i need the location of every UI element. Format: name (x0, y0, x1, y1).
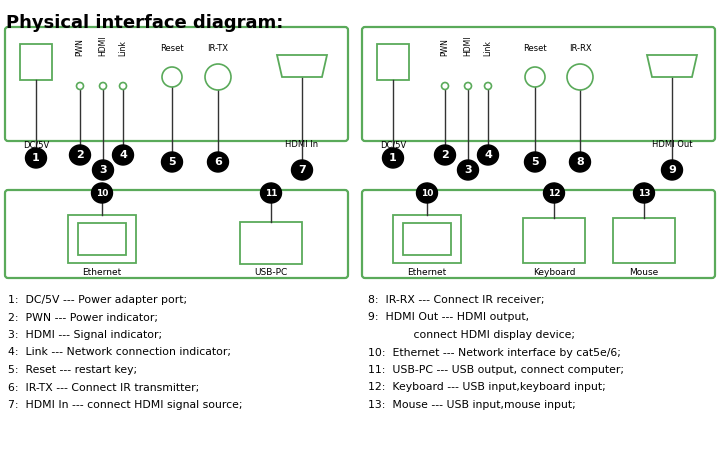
Text: 8: 8 (576, 157, 584, 167)
Text: 9: 9 (668, 165, 676, 175)
Text: Mouse: Mouse (629, 268, 659, 277)
Text: 9:  HDMI Out --- HDMI output,: 9: HDMI Out --- HDMI output, (368, 313, 529, 322)
Ellipse shape (261, 183, 282, 203)
Ellipse shape (25, 148, 47, 168)
Text: 4:  Link --- Network connection indicator;: 4: Link --- Network connection indicator… (8, 348, 231, 358)
Text: Reset: Reset (523, 44, 546, 53)
Text: 1: 1 (389, 153, 397, 163)
Text: Ethernet: Ethernet (82, 268, 122, 277)
Text: DC/5V: DC/5V (380, 140, 406, 149)
Text: Link: Link (484, 40, 492, 56)
Bar (613, 218, 675, 263)
Text: 7:  HDMI In --- connect HDMI signal source;: 7: HDMI In --- connect HDMI signal sourc… (8, 400, 243, 410)
Text: DC/5V: DC/5V (23, 140, 49, 149)
Text: 8:  IR-RX --- Connect IR receiver;: 8: IR-RX --- Connect IR receiver; (368, 295, 544, 305)
Text: 10:  Ethernet --- Network interface by cat5e/6;: 10: Ethernet --- Network interface by ca… (368, 348, 621, 358)
Text: 1: 1 (32, 153, 40, 163)
Ellipse shape (662, 160, 683, 180)
Text: IR-TX: IR-TX (207, 44, 228, 53)
Text: 5:  Reset --- restart key;: 5: Reset --- restart key; (8, 365, 137, 375)
Ellipse shape (382, 148, 403, 168)
Text: 1:  DC/5V --- Power adapter port;: 1: DC/5V --- Power adapter port; (8, 295, 187, 305)
Bar (377, 44, 409, 80)
Text: Keyboard: Keyboard (533, 268, 575, 277)
Text: 12: 12 (548, 189, 560, 198)
Text: 10: 10 (420, 189, 433, 198)
Ellipse shape (544, 183, 564, 203)
Ellipse shape (434, 145, 456, 165)
Text: HDMI: HDMI (99, 36, 107, 56)
Text: 7: 7 (298, 165, 306, 175)
Text: HDMI: HDMI (464, 36, 472, 56)
Bar (240, 222, 302, 264)
Text: 2:  PWN --- Power indicator;: 2: PWN --- Power indicator; (8, 313, 158, 322)
Text: Ethernet: Ethernet (408, 268, 446, 277)
Text: 6:  IR-TX --- Connect IR transmitter;: 6: IR-TX --- Connect IR transmitter; (8, 382, 199, 392)
Text: 4: 4 (484, 150, 492, 160)
Ellipse shape (112, 145, 133, 165)
Text: connect HDMI display device;: connect HDMI display device; (368, 330, 575, 340)
Text: 13:  Mouse --- USB input,mouse input;: 13: Mouse --- USB input,mouse input; (368, 400, 576, 410)
Text: PWN: PWN (76, 38, 84, 56)
Bar (523, 218, 585, 263)
Ellipse shape (570, 152, 590, 172)
Text: 5: 5 (531, 157, 539, 167)
Text: 2: 2 (76, 150, 84, 160)
Text: PWN: PWN (441, 38, 449, 56)
Ellipse shape (457, 160, 479, 180)
Ellipse shape (477, 145, 498, 165)
Ellipse shape (91, 183, 112, 203)
Text: USB-PC: USB-PC (254, 268, 287, 277)
Text: 2: 2 (441, 150, 449, 160)
Text: 10: 10 (96, 189, 108, 198)
Bar (68, 215, 136, 263)
Text: 3:  HDMI --- Signal indicator;: 3: HDMI --- Signal indicator; (8, 330, 162, 340)
Bar (20, 44, 52, 80)
Text: 11:  USB-PC --- USB output, connect computer;: 11: USB-PC --- USB output, connect compu… (368, 365, 624, 375)
Bar (393, 215, 461, 263)
Ellipse shape (161, 152, 182, 172)
Text: Physical interface diagram:: Physical interface diagram: (6, 14, 284, 32)
Ellipse shape (416, 183, 438, 203)
Text: Reset: Reset (160, 44, 184, 53)
Bar (403, 223, 451, 255)
Text: HDMI In: HDMI In (285, 140, 318, 149)
Text: 4: 4 (119, 150, 127, 160)
Text: IR-RX: IR-RX (569, 44, 591, 53)
Text: 13: 13 (638, 189, 650, 198)
Ellipse shape (70, 145, 91, 165)
Ellipse shape (92, 160, 114, 180)
Ellipse shape (524, 152, 546, 172)
Text: 3: 3 (99, 165, 107, 175)
Text: HDMI Out: HDMI Out (652, 140, 692, 149)
Text: 12:  Keyboard --- USB input,keyboard input;: 12: Keyboard --- USB input,keyboard inpu… (368, 382, 606, 392)
Ellipse shape (634, 183, 654, 203)
Text: 5: 5 (168, 157, 176, 167)
Ellipse shape (207, 152, 228, 172)
Ellipse shape (292, 160, 312, 180)
Bar (78, 223, 126, 255)
Text: 6: 6 (214, 157, 222, 167)
Text: 3: 3 (464, 165, 472, 175)
Text: 11: 11 (265, 189, 277, 198)
Text: Link: Link (119, 40, 127, 56)
